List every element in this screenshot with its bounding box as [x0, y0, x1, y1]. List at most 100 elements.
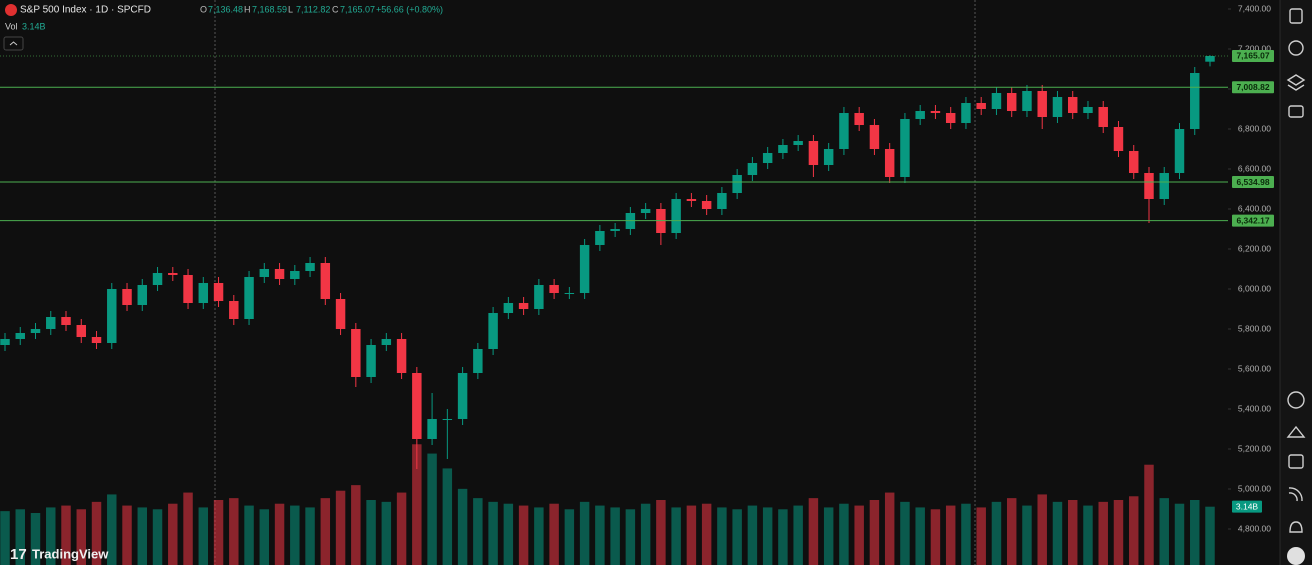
y-tick-label: 5,000.00	[1238, 483, 1271, 493]
volume-bar	[122, 505, 132, 565]
last-price-label: 7,165.07	[1236, 51, 1269, 61]
collapse-button[interactable]	[3, 36, 24, 51]
volume-bar	[351, 485, 361, 565]
candle-body	[198, 283, 209, 303]
candle-body	[671, 199, 681, 233]
candle-body	[717, 193, 727, 209]
volume-bar	[427, 453, 437, 565]
candle-body	[412, 373, 422, 439]
volume-bar	[976, 507, 986, 565]
candle-body	[183, 275, 193, 303]
calendar-icon[interactable]	[1288, 454, 1304, 469]
volume-bar	[671, 507, 681, 565]
news-icon[interactable]	[1288, 487, 1303, 502]
watchlist-icon[interactable]	[1289, 8, 1303, 24]
candle-body	[1113, 127, 1124, 151]
y-tick-label: 7,400.00	[1238, 3, 1271, 13]
candle-body	[229, 301, 239, 319]
candle-body	[854, 113, 864, 125]
volume-bar	[1129, 496, 1139, 565]
volume-bar	[839, 503, 849, 565]
apps-button[interactable]	[1287, 547, 1305, 565]
volume-bar	[76, 509, 86, 565]
notifications-icon[interactable]	[1289, 521, 1303, 533]
volume-bar	[168, 503, 178, 565]
candle-body	[381, 339, 392, 345]
volume-bar	[1022, 505, 1032, 565]
ohlc-key: L	[288, 4, 293, 14]
candle-body	[1052, 97, 1063, 117]
volume-bar	[290, 505, 300, 565]
volume-bar	[30, 513, 41, 565]
right-toolbar	[1280, 0, 1312, 565]
candle-body	[549, 285, 559, 293]
y-tick-label: 7,200.00	[1238, 43, 1271, 53]
candle-body	[579, 245, 590, 293]
volume-bar	[15, 509, 25, 565]
candle-body	[305, 263, 315, 271]
volume-bar	[915, 507, 925, 565]
volume-bar	[854, 505, 864, 565]
volume-bar	[457, 488, 468, 565]
candle-body	[1190, 73, 1200, 129]
candle-body	[30, 329, 41, 333]
candle-body	[1098, 107, 1108, 127]
ohlc-header: O 7,136.48 H 7,168.59 L 7,112.82 C 7,165.07 +56.…	[200, 4, 443, 14]
volume-bar	[747, 505, 758, 565]
volume-bar	[808, 498, 819, 565]
y-tick-label: 6,800.00	[1238, 123, 1271, 133]
candle-body	[76, 325, 86, 337]
volume-bar	[717, 507, 727, 565]
candle-body	[732, 175, 742, 193]
candle-body	[0, 339, 10, 345]
candle-body	[351, 329, 361, 377]
candle-body	[91, 337, 102, 343]
last-volume-marker	[1232, 500, 1262, 513]
y-tick-label: 6,600.00	[1238, 163, 1271, 173]
volume-bar	[488, 501, 498, 565]
last-volume-label: 3.14B	[1236, 501, 1259, 511]
y-tick-label: 6,400.00	[1238, 203, 1271, 213]
layers-icon[interactable]	[1286, 74, 1306, 91]
ideas-icon[interactable]	[1286, 425, 1306, 438]
candle-body	[793, 141, 803, 145]
volume-bar	[778, 509, 788, 565]
chat-icon[interactable]	[1288, 105, 1304, 118]
volume-bar	[305, 507, 315, 565]
volume-bar	[503, 503, 514, 565]
candle-body	[518, 303, 529, 309]
candle-body	[320, 263, 331, 299]
volume-bar	[473, 498, 483, 565]
candle-body	[534, 285, 544, 309]
y-tick-label: 5,400.00	[1238, 403, 1271, 413]
candle-body	[961, 103, 971, 123]
level-label: 6,534.98	[1236, 177, 1269, 187]
volume-bar	[213, 500, 224, 565]
candle-body	[473, 349, 483, 373]
candle-body	[15, 333, 25, 339]
candle-body	[366, 345, 376, 377]
candle-body	[396, 339, 407, 373]
candle-body	[1067, 97, 1078, 113]
target-icon[interactable]	[1287, 391, 1305, 409]
level-label: 6,342.17	[1236, 215, 1269, 225]
y-tick-label: 4,800.00	[1238, 523, 1271, 533]
candle-body	[1144, 173, 1154, 199]
volume-bar	[1083, 505, 1093, 565]
candle-body	[503, 303, 514, 313]
volume-bar	[686, 505, 697, 565]
volume-bar	[625, 509, 636, 565]
volume-bar	[244, 505, 254, 565]
last-price-box	[1232, 49, 1274, 62]
volume-bar	[701, 503, 712, 565]
alerts-icon[interactable]	[1288, 40, 1304, 56]
candle-body	[335, 299, 346, 329]
volume-bar	[274, 503, 285, 565]
brand-name: TradingView	[32, 546, 109, 561]
volume-bar	[1052, 501, 1063, 565]
candle-body	[427, 419, 437, 439]
candle-body	[1205, 55, 1215, 62]
volume-bar	[137, 507, 148, 565]
candle-body	[274, 269, 285, 279]
volume-bar	[61, 505, 71, 565]
